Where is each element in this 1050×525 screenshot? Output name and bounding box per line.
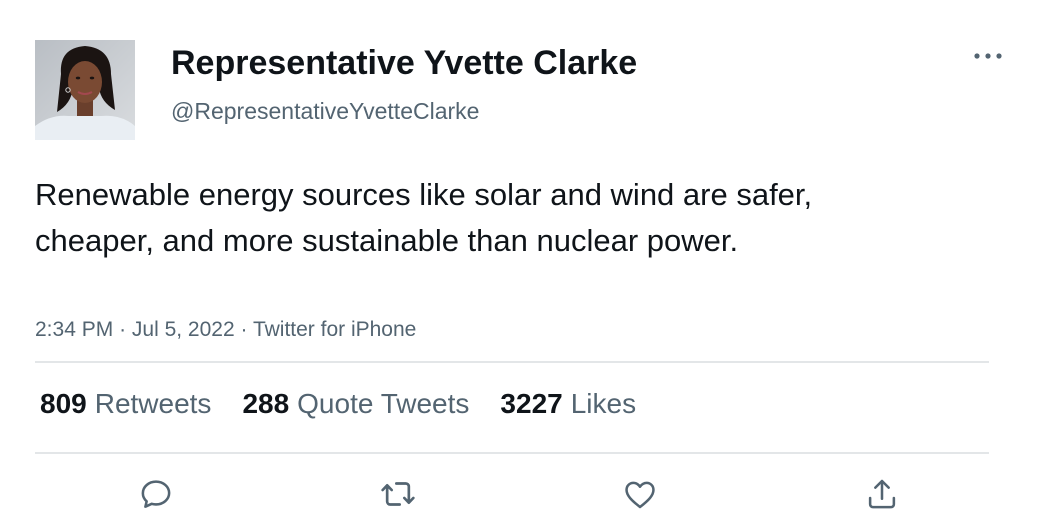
quote-tweets-stat[interactable]: 288 Quote Tweets <box>242 386 469 422</box>
quote-tweets-label: Quote Tweets <box>297 388 470 419</box>
divider <box>35 361 989 363</box>
more-icon <box>974 53 1002 59</box>
tweet-source[interactable]: Twitter for iPhone <box>252 318 417 341</box>
share-button[interactable] <box>858 470 906 518</box>
tweet-text: Renewable energy sources like solar and … <box>35 177 813 258</box>
heart-icon <box>625 481 655 509</box>
share-icon <box>868 479 896 509</box>
retweet-icon <box>381 482 415 506</box>
tweet-stats: 809 Retweets 288 Quote Tweets 3227 Likes <box>40 386 667 422</box>
divider <box>35 452 989 454</box>
retweets-stat[interactable]: 809 Retweets <box>40 386 211 422</box>
avatar[interactable] <box>35 40 135 140</box>
meta-separator: · <box>119 318 132 341</box>
tweet-meta: 2:34 PM · Jul 5, 2022 · Twitter for iPho… <box>35 315 416 345</box>
likes-count: 3227 <box>500 388 563 419</box>
tweet-actions <box>0 470 1050 518</box>
reply-button[interactable] <box>132 470 180 518</box>
author-display-name[interactable]: Representative Yvette Clarke <box>171 44 638 82</box>
retweet-button[interactable] <box>374 470 422 518</box>
author-handle[interactable]: @RepresentativeYvetteClarke <box>171 98 480 124</box>
likes-stat[interactable]: 3227 Likes <box>500 386 636 422</box>
tweet-time[interactable]: 2:34 PM <box>35 318 114 341</box>
retweets-count: 809 <box>40 388 87 419</box>
likes-label: Likes <box>570 388 637 419</box>
more-options-button[interactable] <box>966 40 1010 72</box>
reply-icon <box>141 480 171 508</box>
tweet-date[interactable]: Jul 5, 2022 <box>131 318 235 341</box>
retweets-label: Retweets <box>94 388 212 419</box>
meta-separator: · <box>240 318 253 341</box>
quote-tweets-count: 288 <box>242 388 290 419</box>
profile-photo-icon <box>35 40 135 140</box>
like-button[interactable] <box>616 470 664 518</box>
